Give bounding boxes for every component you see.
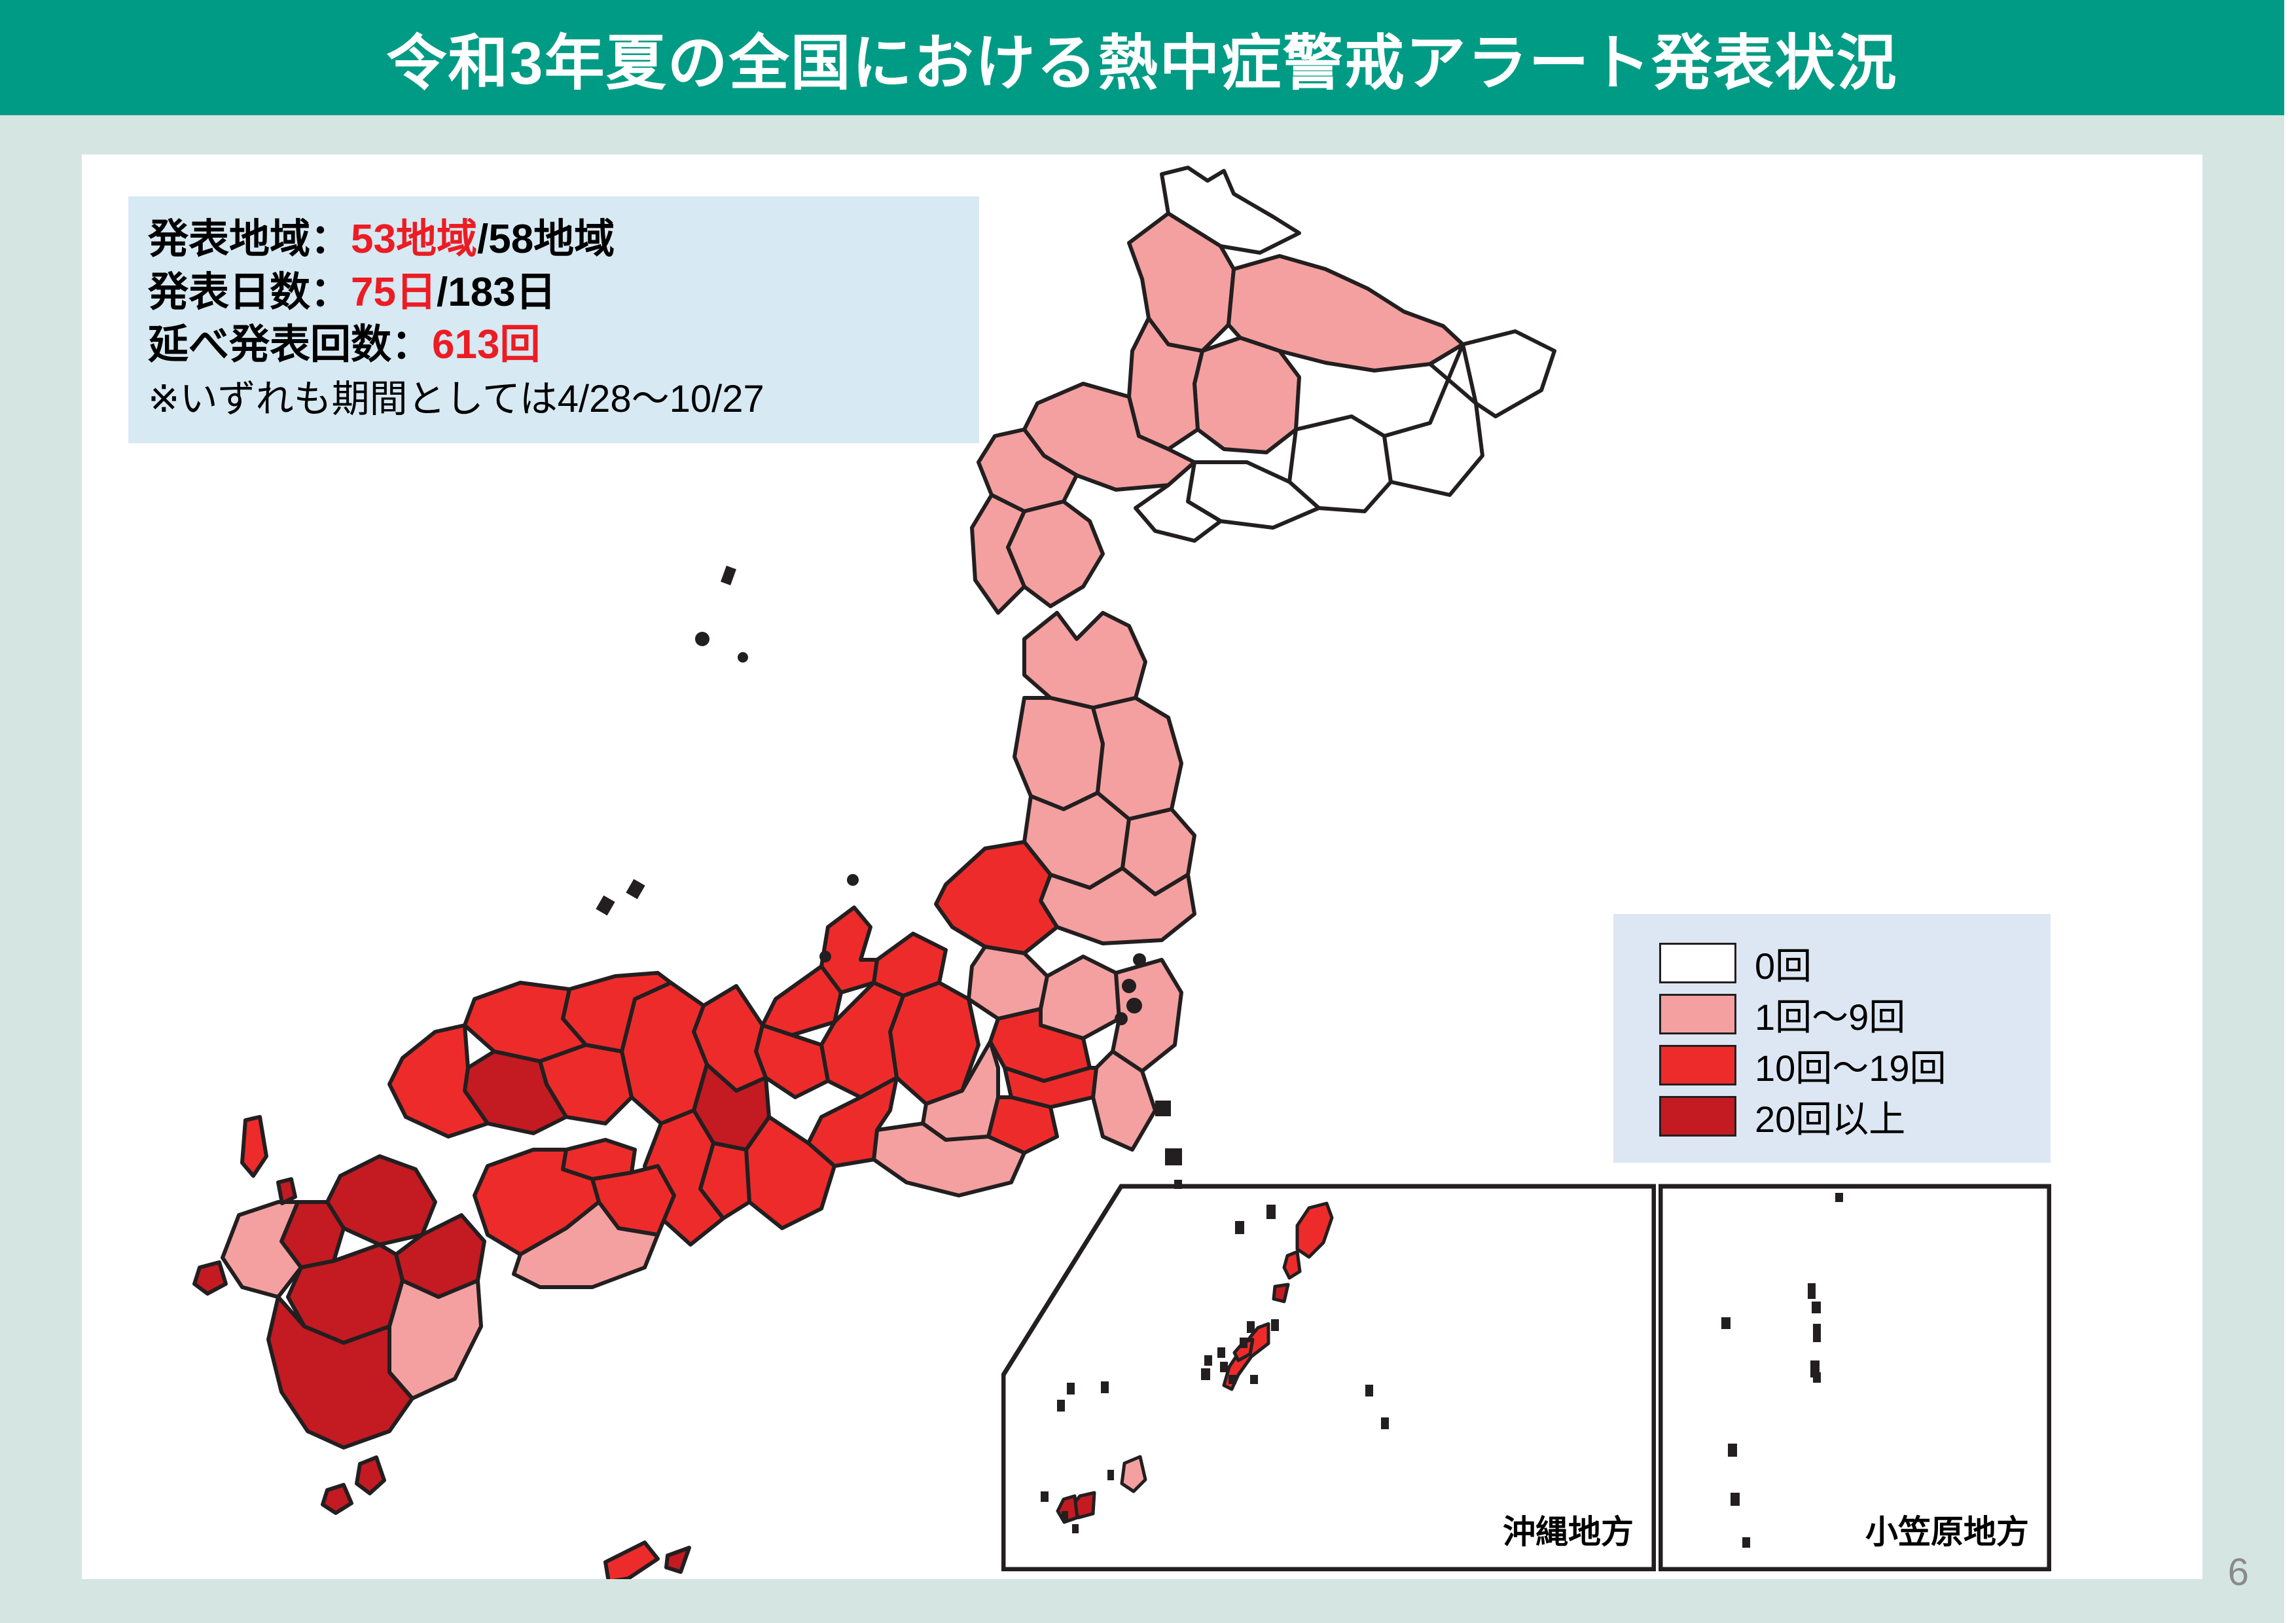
region-hiyama (970, 493, 1026, 615)
legend-swatch-2 (1659, 1045, 1736, 1085)
stat-regions-total: /58地域 (476, 217, 615, 262)
region-kamikawa (1193, 336, 1301, 454)
legend-item-0: 0回 (1659, 943, 1946, 987)
legend-label-1: 1回～9回 (1755, 996, 1906, 1038)
okinawa-inset-label: 沖縄地方 (1503, 1514, 1634, 1550)
stat-regions-value: 53地域 (351, 217, 477, 262)
okinawa-inset-svg (1001, 1180, 1656, 1571)
okinawa-inset-border (1001, 1184, 1656, 1571)
region-nagasaki (221, 1200, 303, 1299)
legend-swatch-3 (1659, 1096, 1736, 1137)
page-number: 6 (2227, 1551, 2249, 1594)
stat-total-value: 613回 (432, 322, 541, 368)
legend-item-3: 20回以上 (1659, 1096, 1946, 1140)
stat-regions-label: 発表地域： (148, 217, 351, 262)
region-yamaguchi (387, 1023, 490, 1139)
legend-swatch-0 (1659, 943, 1736, 983)
region-miyazaki (387, 1279, 483, 1400)
region-tochigi (1039, 955, 1121, 1040)
stat-total: 延べ発表回数：613回 (148, 319, 949, 372)
island-miyako (1120, 1455, 1147, 1493)
region-sorachi (1127, 316, 1204, 451)
region-tsushima (240, 1115, 268, 1178)
region-shizuoka (872, 1122, 1026, 1197)
statistics-panel: 発表地域：53地域/58地域 発表日数：75日/183日 延べ発表回数：613回… (128, 196, 979, 444)
legend-label-2: 10回～19回 (1755, 1047, 1946, 1089)
region-nemuro (1461, 329, 1556, 418)
region-kochi (512, 1200, 660, 1289)
island-okinawa-chain-2 (1232, 1338, 1255, 1362)
island-kume (1282, 1250, 1302, 1280)
stat-regions: 発表地域：53地域/58地域 (148, 213, 949, 266)
region-amami (603, 1541, 660, 1579)
stat-note: ※いずれも期間としては4/28～10/27 (148, 377, 764, 420)
region-niigata (934, 840, 1059, 955)
island-okinawa-honto (1295, 1201, 1334, 1259)
stat-days-label: 発表日数： (148, 269, 351, 315)
region-aomori (1022, 611, 1147, 710)
inset-okinawa: 沖縄地方 (1001, 1178, 1656, 1571)
inset-ogasawara: 小笠原地方 (1659, 1178, 2051, 1571)
ogasawara-inset-label: 小笠原地方 (1865, 1514, 2029, 1550)
ogasawara-inset-svg (1659, 1184, 2051, 1571)
region-iburi (1134, 460, 1223, 543)
stat-days-total: /183日 (436, 269, 556, 315)
legend-list: 0回 1回～9回 10回～19回 20回以上 (1659, 943, 1946, 1147)
region-gotou (192, 1260, 228, 1296)
ogasawara-islands (1721, 1193, 1843, 1548)
page-title: 令和3年夏の全国における熱中症警戒アラート発表状況 (386, 29, 1898, 97)
legend-swatch-1 (1659, 994, 1736, 1034)
japan-choropleth-map (82, 155, 2202, 1579)
island-aguni (1272, 1283, 1290, 1304)
region-yakushima (321, 1483, 353, 1515)
region-fukui (761, 964, 843, 1037)
legend-item-1: 1回～9回 (1659, 994, 1946, 1038)
title-bar: 令和3年夏の全国における熱中症警戒アラート発表状況 (0, 0, 2284, 115)
region-ikishima (276, 1177, 297, 1205)
stat-days-value: 75日 (351, 269, 437, 315)
legend-label-0: 0回 (1755, 945, 1812, 987)
okinawa-islands (1056, 1201, 1334, 1524)
region-amami-4 (664, 1546, 691, 1574)
prefecture-layer (192, 166, 1556, 1579)
ogasawara-inset-border (1659, 1184, 2051, 1571)
region-akita (1013, 696, 1105, 811)
stat-days: 発表日数：75日/183日 (148, 266, 949, 319)
legend-item-2: 10回～19回 (1659, 1045, 1946, 1089)
map-svg (192, 166, 1556, 1579)
region-kagoshima (266, 1295, 414, 1450)
region-tanegashima (355, 1455, 386, 1495)
okinawa-small-dots (1041, 1180, 1389, 1533)
stat-total-label: 延べ発表回数： (148, 322, 433, 368)
legend-panel: 0回 1回～9回 10回～19回 20回以上 (1613, 914, 2051, 1163)
region-gunma (967, 945, 1049, 1021)
legend-label-3: 20回以上 (1755, 1098, 1906, 1140)
